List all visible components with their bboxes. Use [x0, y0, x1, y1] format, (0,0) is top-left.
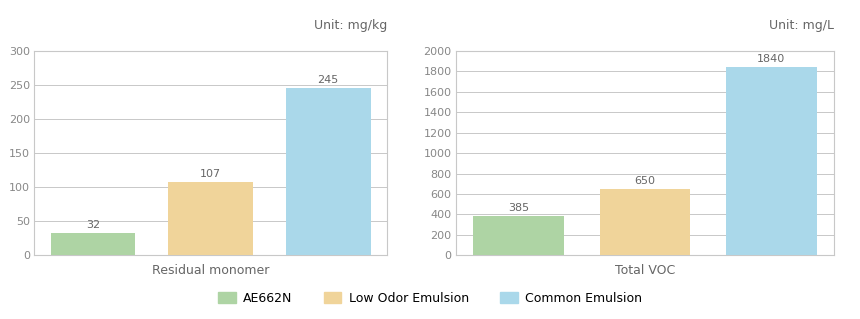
Text: 650: 650 — [635, 176, 655, 186]
Legend: AE662N, Low Odor Emulsion, Common Emulsion: AE662N, Low Odor Emulsion, Common Emulsi… — [213, 286, 647, 309]
Bar — [726, 67, 816, 255]
X-axis label: Total VOC: Total VOC — [615, 263, 675, 277]
Text: Unit: mg/kg: Unit: mg/kg — [314, 19, 387, 32]
Bar — [51, 234, 136, 255]
X-axis label: Residual monomer: Residual monomer — [152, 263, 269, 277]
Text: 1840: 1840 — [757, 54, 785, 64]
Text: 385: 385 — [508, 203, 530, 213]
Text: Unit: mg/L: Unit: mg/L — [769, 19, 834, 32]
Bar — [474, 216, 564, 255]
Bar — [599, 189, 691, 255]
Text: 32: 32 — [86, 220, 101, 230]
Bar — [286, 88, 371, 255]
Text: 245: 245 — [317, 75, 339, 85]
Bar — [169, 182, 253, 255]
Text: 107: 107 — [200, 169, 221, 179]
